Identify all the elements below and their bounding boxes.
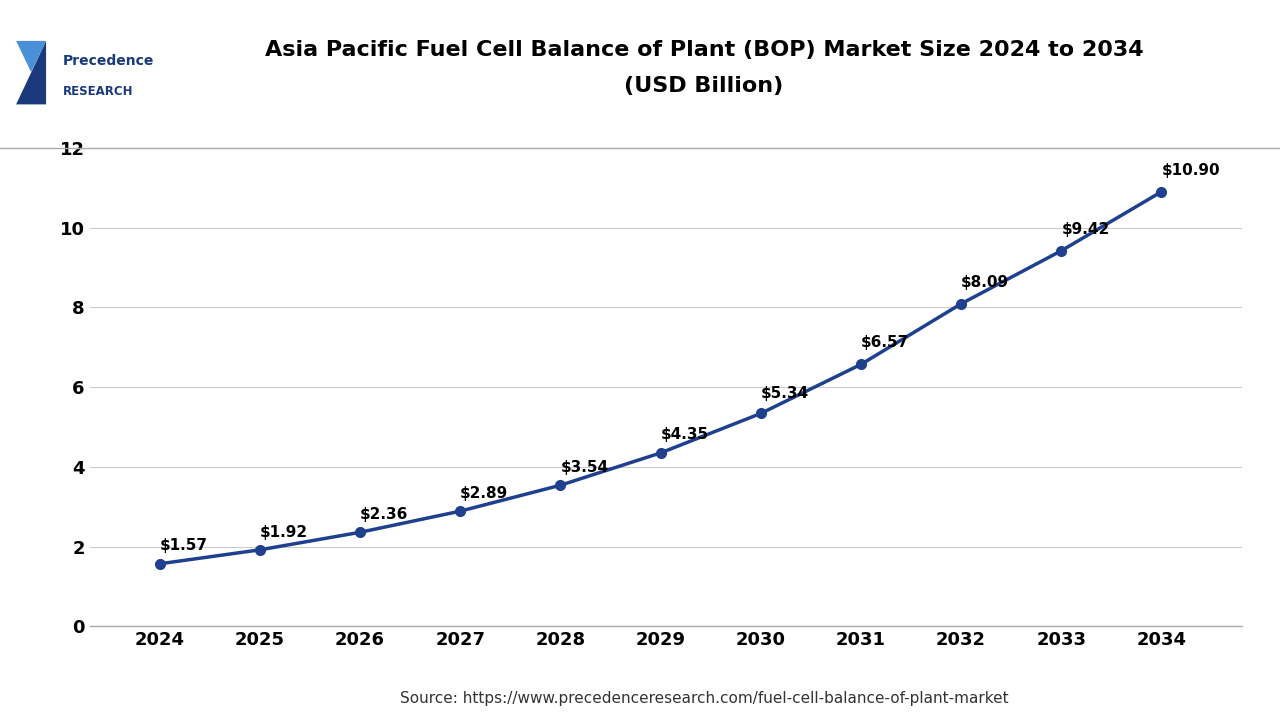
Text: (USD Billion): (USD Billion) (625, 76, 783, 96)
Text: Source: https://www.precedenceresearch.com/fuel-cell-balance-of-plant-market: Source: https://www.precedenceresearch.c… (399, 690, 1009, 706)
Text: RESEARCH: RESEARCH (63, 85, 133, 98)
Text: $1.92: $1.92 (260, 525, 308, 540)
Polygon shape (17, 41, 46, 104)
Polygon shape (17, 41, 46, 72)
Text: $6.57: $6.57 (861, 336, 909, 351)
Text: $10.90: $10.90 (1161, 163, 1220, 178)
Text: $4.35: $4.35 (660, 427, 709, 442)
Text: $2.89: $2.89 (461, 486, 508, 501)
Text: Precedence: Precedence (63, 54, 154, 68)
Text: $8.09: $8.09 (961, 275, 1009, 290)
Text: $5.34: $5.34 (760, 387, 809, 402)
Text: $9.42: $9.42 (1061, 222, 1110, 237)
Text: $1.57: $1.57 (160, 538, 207, 553)
Text: Asia Pacific Fuel Cell Balance of Plant (BOP) Market Size 2024 to 2034: Asia Pacific Fuel Cell Balance of Plant … (265, 40, 1143, 60)
Text: $3.54: $3.54 (561, 460, 608, 475)
Text: $2.36: $2.36 (360, 508, 408, 522)
